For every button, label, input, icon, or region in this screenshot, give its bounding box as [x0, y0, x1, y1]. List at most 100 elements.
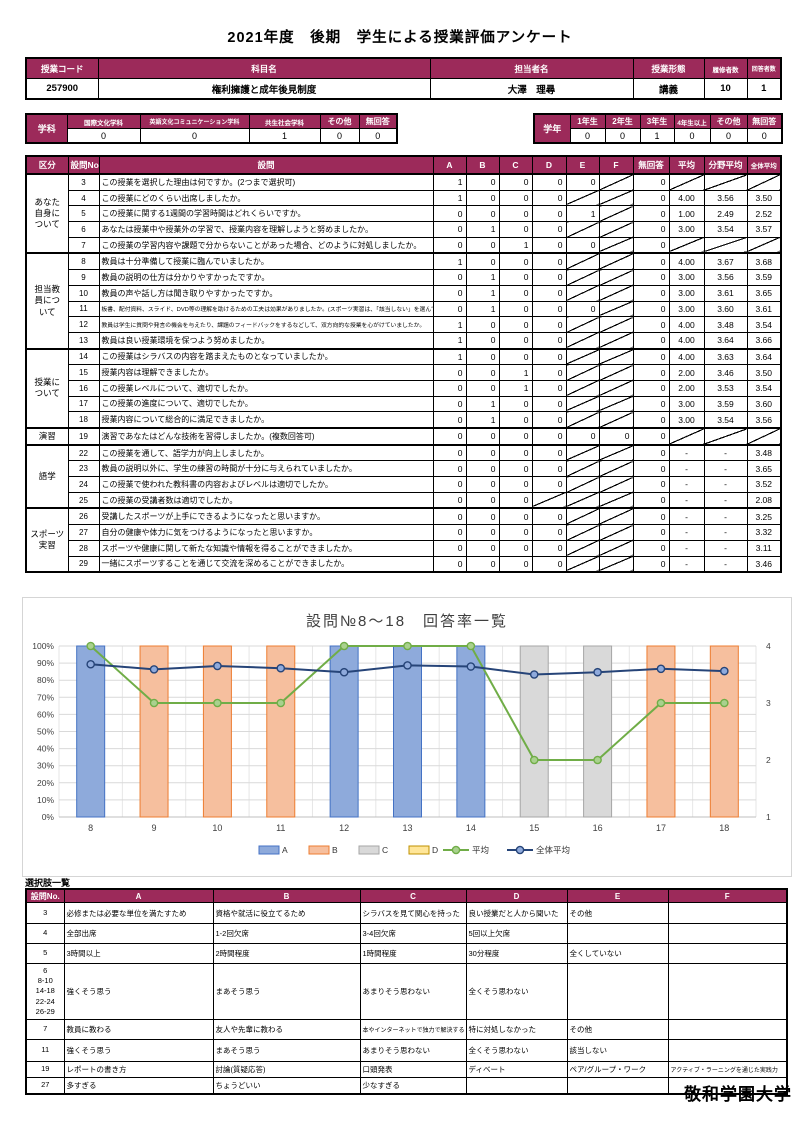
main-header-cell: C: [498, 155, 533, 175]
right-axis-tick: 2: [766, 755, 771, 765]
count-cell: 0: [531, 411, 567, 429]
count-cell: 0: [465, 331, 500, 350]
count-cell: 0: [465, 236, 500, 254]
section-cell: 演習: [25, 427, 69, 446]
question-no-cell: 26: [67, 507, 100, 526]
average-cell: 3.56: [703, 269, 748, 286]
count-cell: 1: [465, 284, 500, 302]
average-cell: 3.48: [703, 316, 748, 333]
choice-cell: まあそう思う: [212, 1039, 361, 1062]
average-cell: -: [668, 476, 705, 493]
count-cell: 0: [565, 236, 600, 254]
header-cell: その他: [319, 113, 360, 129]
average-cell: 3.60: [703, 300, 748, 318]
average-cell: 3.50: [746, 364, 782, 381]
series-marker: [656, 664, 666, 674]
diagonal-cell: [598, 555, 634, 573]
diagonal-cell: [598, 347, 634, 366]
count-cell: 0: [498, 300, 533, 318]
diagonal-cell: [565, 316, 600, 333]
question-no-cell: 9: [67, 269, 100, 286]
value-cell: 0: [709, 128, 748, 144]
count-cell: 0: [432, 460, 467, 478]
main-header-cell: A: [432, 155, 467, 175]
diagonal-cell: [746, 236, 782, 254]
count-cell: 0: [531, 379, 567, 397]
header-cell: その他: [709, 113, 748, 129]
diagonal-cell: [598, 284, 634, 302]
diagonal-cell: [565, 284, 600, 302]
x-axis-tick: 17: [656, 823, 666, 833]
count-cell: 0: [531, 189, 567, 207]
series-marker: [339, 667, 349, 677]
table-row: 25 この授業の受講者数は適切でしたか。 0 0 0 0- -2.08: [26, 491, 782, 509]
diagonal-cell: [565, 269, 600, 286]
choice-cell: 該当しない: [566, 1039, 669, 1062]
average-cell: 3.56: [746, 411, 782, 429]
choice-cell: アクティブ・ラーニングを通じた実践力: [667, 1061, 788, 1078]
course-header-cell: 履修者数: [703, 57, 748, 79]
section-cell: 語学: [25, 443, 69, 509]
count-cell: 1: [432, 347, 467, 366]
average-cell: -: [668, 460, 705, 478]
value-cell: 0: [139, 128, 250, 144]
average-cell: 3.00: [668, 269, 705, 286]
question-no-cell: 18: [67, 411, 100, 429]
diagonal-cell: [598, 524, 634, 541]
table-row: 12 教員は学生に質問や発言の機会を与えたり、課題のフィードバックをするなどして、…: [26, 316, 782, 333]
diagonal-cell: [598, 507, 634, 526]
choice-cell: 強くそう思う: [63, 1039, 214, 1062]
average-cell: 3.54: [703, 411, 748, 429]
course-info-table: 授業コード 科目名 担当者名 授業形態 履修者数 回答者数 257900 権利擁護と成年後見制…: [25, 57, 782, 100]
average-cell: 4.00: [668, 189, 705, 207]
series-marker: [529, 670, 539, 679]
average-cell: 2.00: [668, 379, 705, 397]
count-cell: 0: [632, 460, 670, 478]
count-cell: 0: [531, 427, 567, 446]
table-label-cell: 学年: [533, 113, 571, 144]
left-axis-tick: 0%: [42, 812, 55, 822]
chart-bars: [76, 645, 739, 818]
question-no-cell: 5: [67, 205, 100, 223]
average-cell: 3.68: [746, 252, 782, 271]
count-cell: 0: [465, 189, 500, 207]
question-no-cell: 22: [67, 443, 100, 462]
value-cell: 0: [746, 128, 783, 144]
count-cell: 0: [531, 300, 567, 318]
x-axis-tick: 11: [276, 823, 285, 833]
choice-cell: レポートの書き方: [63, 1061, 214, 1078]
count-cell: 0: [465, 460, 500, 478]
count-cell: 0: [632, 411, 670, 429]
average-cell: 3.61: [746, 300, 782, 318]
choice-cell: 教員に教わる: [63, 1019, 214, 1040]
question-cell: この授業にどのくらい出席しましたか。: [98, 189, 434, 207]
choices-list-title: 選択肢一覧: [25, 878, 71, 888]
series-marker: [720, 666, 729, 676]
diagonal-cell: [598, 316, 634, 333]
left-axis-tick: 20%: [37, 778, 54, 788]
question-no-cell: 3: [67, 172, 100, 191]
series-marker: [403, 661, 412, 670]
count-cell: 1: [465, 411, 500, 429]
x-axis-tick: 15: [529, 823, 539, 833]
question-cell: この授業で使われた教科書の内容およびレベルは適切でしたか。: [98, 476, 434, 493]
average-cell: 4.00: [668, 347, 705, 366]
question-cell: 教員は十分準備して授業に臨んでいましたか。: [98, 252, 434, 271]
choices-header-cell: C: [359, 888, 467, 903]
main-table-header-row: 区分 設問No. 設問 A B C D E F 無回答 平均 分野平均 全体平均: [25, 155, 782, 175]
legend-marker: [451, 845, 461, 855]
question-no-cell: 17: [67, 395, 100, 413]
series-marker: [276, 663, 286, 673]
table-row: 9 教員の説明の仕方は分かりやすかったですか。 0 1 0 0 0 3.00 3.56 3.59: [26, 269, 782, 286]
section-cell: スポーツ 実習: [25, 507, 69, 573]
count-cell: 0: [465, 555, 500, 573]
count-cell: 1: [432, 316, 467, 333]
main-header-cell: 平均: [668, 155, 705, 175]
table-row: 6 8-10 14-18 22-24 26-29 強くそう思う まあそう思う あまりそ…: [25, 963, 788, 1020]
table-row: 19 レポートの書き方 討論(質疑応答) 口頭発表 ディベート ペア/グループ・ワーク アク…: [25, 1061, 788, 1078]
count-cell: 0: [565, 172, 600, 191]
left-axis-tick: 90%: [37, 658, 54, 668]
choice-cell: あまりそう思わない: [359, 963, 467, 1020]
series-marker: [149, 698, 159, 708]
